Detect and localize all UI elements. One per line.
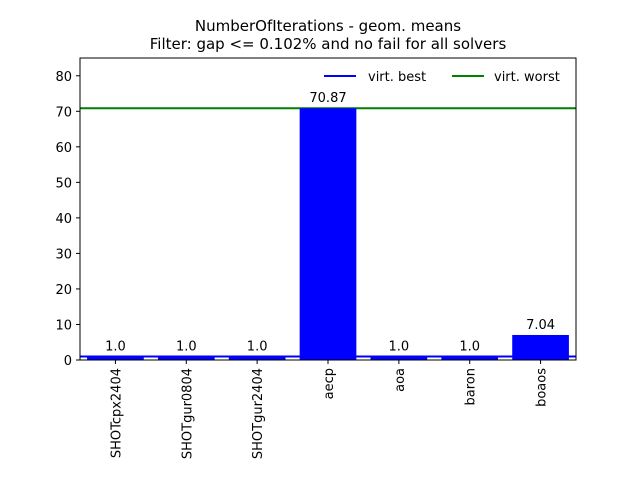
chart-subtitle: Filter: gap <= 0.102% and no fail for al… xyxy=(150,35,507,53)
legend: virt. best virt. worst xyxy=(324,70,560,85)
x-axis: SHOTcpx2404 SHOTgur0804 SHOTgur2404 aecp aoa… xyxy=(109,360,550,459)
bar-SHOTgur2404 xyxy=(228,356,286,360)
data-label-aecp: 70.87 xyxy=(309,91,346,106)
bars xyxy=(87,108,569,360)
y-tick-label-70: 70 xyxy=(55,105,72,120)
data-label-SHOTgur0804: 1.0 xyxy=(176,339,197,354)
bar-aoa xyxy=(370,356,428,360)
data-label-SHOTgur2404: 1.0 xyxy=(247,339,268,354)
y-tick-label-10: 10 xyxy=(55,318,72,333)
legend-label-virt-worst: virt. worst xyxy=(494,70,560,85)
x-tick-label-baron: baron xyxy=(464,368,479,405)
legend-label-virt-best: virt. best xyxy=(368,70,426,85)
y-tick-label-80: 80 xyxy=(55,70,72,85)
data-label-boaos: 7.04 xyxy=(526,318,555,333)
chart-title: NumberOfIterations - geom. means xyxy=(195,17,461,35)
x-tick-label-SHOTcpx2404: SHOTcpx2404 xyxy=(109,368,124,458)
data-label-baron: 1.0 xyxy=(459,339,480,354)
y-tick-label-30: 30 xyxy=(55,247,72,262)
plot-frame xyxy=(79,57,577,361)
bar-SHOTgur0804 xyxy=(157,356,215,360)
axes-box xyxy=(79,57,577,361)
bar-SHOTcpx2404 xyxy=(87,356,144,360)
y-tick-label-50: 50 xyxy=(55,176,72,191)
bar-baron xyxy=(441,356,499,360)
x-tick-label-boaos: boaos xyxy=(535,368,550,407)
y-tick-label-20: 20 xyxy=(55,283,72,298)
y-tick-label-0: 0 xyxy=(64,354,72,369)
y-axis: 0 10 20 30 40 50 60 70 80 xyxy=(55,70,80,369)
data-label-SHOTcpx2404: 1.0 xyxy=(105,339,126,354)
x-tick-label-SHOTgur2404: SHOTgur2404 xyxy=(251,368,266,459)
data-label-aoa: 1.0 xyxy=(389,339,410,354)
y-tick-label-40: 40 xyxy=(55,212,72,227)
y-tick-label-60: 60 xyxy=(55,141,72,156)
x-tick-label-aecp: aecp xyxy=(322,368,337,399)
bar-boaos xyxy=(512,334,569,360)
data-labels: 1.0 1.0 1.0 70.87 1.0 1.0 7.04 xyxy=(105,91,555,354)
bar-aecp xyxy=(299,108,357,360)
x-tick-label-SHOTgur0804: SHOTgur0804 xyxy=(180,368,195,459)
x-tick-label-aoa: aoa xyxy=(393,368,408,392)
